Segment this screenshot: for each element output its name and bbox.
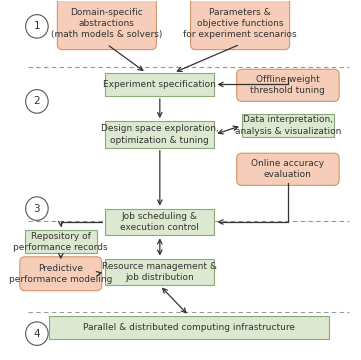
FancyBboxPatch shape (105, 258, 214, 285)
Text: Resource management &
job distribution: Resource management & job distribution (102, 262, 217, 282)
Text: Data interpretation,
analysis & visualization: Data interpretation, analysis & visualiz… (235, 116, 341, 136)
FancyBboxPatch shape (242, 114, 334, 137)
FancyBboxPatch shape (105, 121, 214, 148)
Text: Offline weight
threshold tuning: Offline weight threshold tuning (251, 75, 325, 95)
FancyBboxPatch shape (237, 69, 339, 102)
Text: Experiment specification: Experiment specification (103, 80, 216, 89)
FancyBboxPatch shape (237, 153, 339, 185)
Text: Job scheduling &
execution control: Job scheduling & execution control (120, 212, 199, 232)
FancyBboxPatch shape (57, 0, 156, 50)
Text: Repository of
performance records: Repository of performance records (13, 231, 108, 252)
FancyBboxPatch shape (191, 0, 290, 50)
FancyBboxPatch shape (25, 230, 97, 253)
Text: 4: 4 (34, 329, 40, 339)
Text: Design space exploration,
optimization & tuning: Design space exploration, optimization &… (101, 125, 219, 144)
Text: Predictive
performance modeling: Predictive performance modeling (9, 264, 113, 284)
Text: Parallel & distributed computing infrastructure: Parallel & distributed computing infrast… (83, 323, 295, 332)
Text: Parameters &
objective functions
for experiment scenarios: Parameters & objective functions for exp… (183, 8, 297, 39)
Text: Domain-specific
abstractions
(math models & solvers): Domain-specific abstractions (math model… (51, 8, 162, 39)
FancyBboxPatch shape (49, 316, 329, 339)
FancyBboxPatch shape (105, 208, 214, 235)
FancyBboxPatch shape (105, 73, 214, 96)
FancyBboxPatch shape (20, 257, 102, 291)
Text: 1: 1 (34, 21, 40, 31)
Text: 3: 3 (34, 203, 40, 213)
Text: Online accuracy
evaluation: Online accuracy evaluation (251, 159, 325, 179)
Text: 2: 2 (34, 96, 40, 107)
